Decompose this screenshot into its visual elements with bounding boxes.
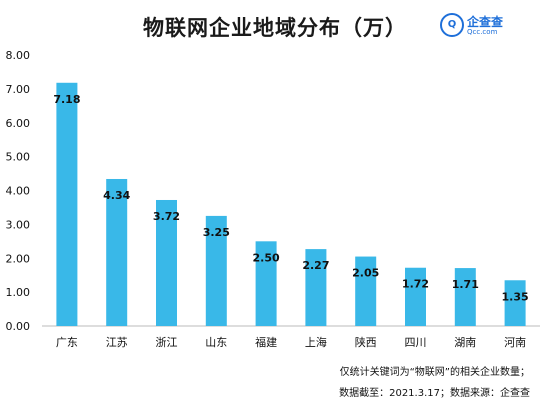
x-tick-label: 浙江 — [156, 336, 178, 349]
x-tick-label: 湖南 — [454, 336, 476, 349]
bar — [405, 267, 426, 326]
y-tick-label: 4.00 — [6, 185, 31, 198]
x-tick-label: 陕西 — [355, 335, 377, 349]
bar-value-label: 4.34 — [103, 189, 130, 202]
bar-value-label: 1.71 — [452, 278, 479, 291]
y-tick-label: 2.00 — [6, 252, 31, 265]
x-tick-label: 广东 — [56, 336, 78, 349]
footnote-source: 数据截至：2021.3.17；数据来源：企查查 — [339, 388, 530, 399]
y-tick-label: 3.00 — [6, 218, 31, 231]
bar-value-label: 2.50 — [253, 251, 280, 264]
bar-value-label: 2.05 — [352, 267, 379, 280]
x-tick-label: 四川 — [405, 336, 427, 349]
bar — [156, 199, 177, 326]
bar-value-label: 2.27 — [302, 259, 329, 272]
bar-value-label: 1.72 — [402, 278, 429, 291]
y-tick-label: 6.00 — [6, 117, 31, 130]
bar — [255, 241, 277, 326]
y-tick-label: 8.00 — [6, 49, 31, 62]
brand-logo-icon: Q — [440, 13, 464, 37]
brand-logo-domain: Qcc.com — [467, 28, 498, 36]
x-tick-label: 河南 — [504, 336, 526, 349]
x-tick-label: 山东 — [205, 336, 227, 349]
x-tick-label: 上海 — [305, 335, 327, 349]
footnote-scope: 仅统计关键词为“物联网”的相关企业数量； — [339, 367, 530, 378]
bar — [106, 178, 128, 326]
brand-logo-name: 企查查 — [467, 15, 504, 29]
bar — [454, 268, 476, 326]
bar — [355, 256, 377, 326]
x-tick-label: 江苏 — [106, 336, 128, 349]
bar-value-label: 1.35 — [502, 290, 529, 303]
bar — [504, 280, 526, 326]
bar-value-label: 7.18 — [53, 93, 80, 106]
bar — [205, 215, 227, 326]
y-tick-label: 1.00 — [6, 286, 31, 299]
x-tick-label: 福建 — [255, 335, 277, 349]
y-tick-label: 0.00 — [6, 320, 31, 333]
bar-value-label: 3.72 — [153, 210, 180, 223]
y-tick-label: 7.00 — [6, 83, 31, 96]
bar — [56, 82, 78, 326]
bar-value-label: 3.25 — [203, 226, 230, 239]
y-tick-label: 5.00 — [6, 151, 31, 164]
chart-title: 物联网企业地域分布（万） — [143, 16, 407, 40]
bar — [305, 249, 327, 326]
